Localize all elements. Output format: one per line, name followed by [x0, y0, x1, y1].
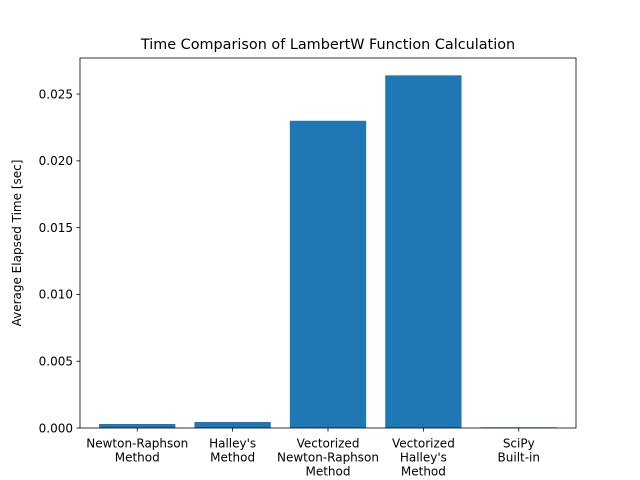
- bar-2: [289, 120, 367, 428]
- y-ticks-group: 0.000 0.005 0.010 0.015 0.020 0.025: [39, 87, 80, 435]
- bar-3: [385, 75, 462, 429]
- x-tick-label: SciPy Built-in: [498, 437, 540, 465]
- bars-group: [99, 75, 557, 429]
- x-tick-label: Newton-Raphson Method: [86, 437, 188, 465]
- y-tick-label: 0.010: [39, 288, 73, 302]
- y-tick-label: 0.015: [39, 221, 73, 235]
- chart-title: Time Comparison of LambertW Function Cal…: [140, 37, 515, 53]
- x-tick-label: Vectorized Halley's Method: [392, 437, 455, 479]
- y-tick-label: 0.020: [39, 154, 73, 168]
- bar-1: [194, 421, 271, 428]
- x-tick-label: Vectorized Newton-Raphson Method: [277, 437, 379, 479]
- x-tick-label: Halley's Method: [209, 437, 256, 465]
- y-tick-label: 0.025: [39, 87, 73, 101]
- y-tick-label: 0.005: [39, 355, 73, 369]
- y-tick-label: 0.000: [39, 421, 73, 435]
- y-axis-label: Average Elapsed Time [sec]: [10, 160, 24, 327]
- bar-0: [99, 423, 176, 428]
- x-ticks-group: Newton-Raphson Method Halley's Method Vector…: [86, 428, 540, 479]
